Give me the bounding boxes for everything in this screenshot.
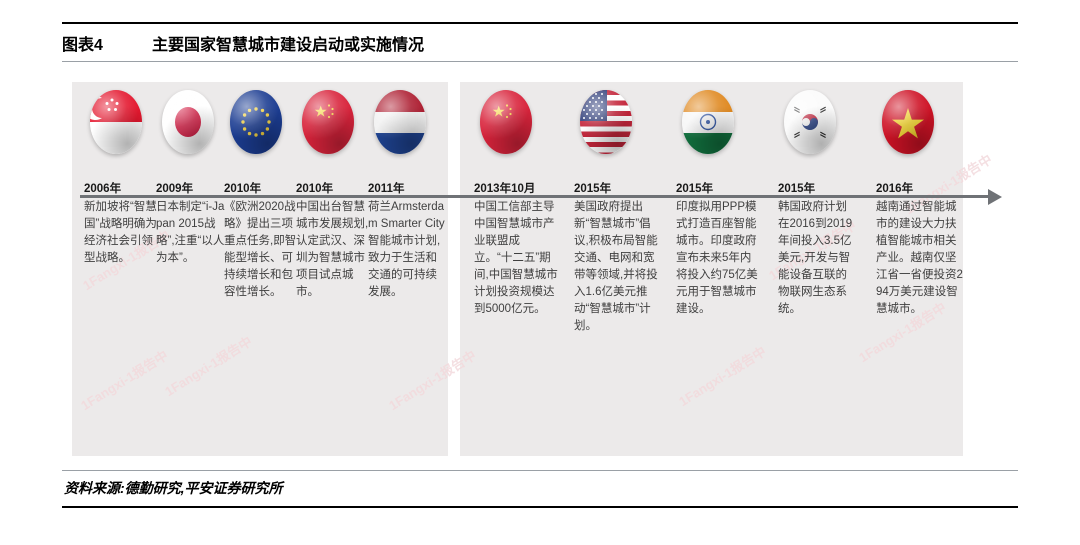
flag-china-icon (302, 90, 354, 154)
figure-header: 图表4 主要国家智慧城市建设启动或实施情况 (62, 26, 1018, 60)
timeline-item-body: 2016年 越南通过智能城市的建设大力扶植智能城市相关产业。越南仅坚江省一省便投… (876, 180, 966, 318)
flag-european-union-icon (230, 90, 282, 154)
timeline-item-year: 2015年 (676, 183, 714, 195)
timeline-item-body: 2013年10月 中国工信部主导中国智慧城市产业联盟成立。“十二五”期间,中国智… (474, 180, 558, 318)
timeline-item-body: 2011年 荷兰Armsterdam Smarter City智能城市计划,致力… (368, 180, 446, 301)
timeline-axis (80, 195, 992, 198)
timeline-item-year: 2013年10月 (474, 183, 536, 195)
timeline-item-body: 2010年 《欧洲2020战略》提出三项重点任务,即智能型增长、可持续增长和包容… (224, 180, 298, 301)
page-title: 主要国家智慧城市建设启动或实施情况 (152, 37, 425, 54)
timeline-item-year: 2015年 (778, 183, 816, 195)
timeline-item-year: 2006年 (84, 183, 122, 195)
timeline-item-year: 2011年 (368, 183, 405, 195)
timeline-item-text: 新加坡将“智慧国”战略明确为经济社会引领型战略。 (84, 201, 157, 265)
flag-netherlands-icon (374, 90, 426, 154)
timeline-item-text: 印度拟用PPP模式打造百座智能城市。印度政府宣布未来5年内将投入约75亿美元用于… (676, 201, 758, 316)
timeline-item-text: 日本制定“i-Japan 2015战略”,注重“以人为本”。 (156, 201, 225, 265)
flag-india-icon (682, 90, 734, 154)
timeline-item-text: 中国工信部主导中国智慧城市产业联盟成立。“十二五”期间,中国智慧城市计划投资规模… (474, 201, 558, 316)
timeline-item-body: 2015年 韩国政府计划在2016到2019年间投入3.5亿美元,开发与智能设备… (778, 180, 858, 318)
timeline-item-body: 2006年 新加坡将“智慧国”战略明确为经济社会引领型战略。 (84, 180, 158, 267)
source-top-rule (62, 470, 1018, 471)
timeline-item-text: 美国政府提出新“智慧城市”倡议,积极布局智能交通、电网和宽带等领域,并将投入1.… (574, 201, 658, 333)
flag-united-states-icon (580, 90, 632, 154)
title-bottom-rule (62, 61, 1018, 62)
timeline-item-year: 2010年 (296, 183, 334, 195)
timeline-chart: 1Fangxi-1报告中 1Fangxi-1报告中 1Fangxi-1报告中 1… (62, 70, 1018, 462)
timeline-item-text: 《欧洲2020战略》提出三项重点任务,即智能型增长、可持续增长和包容性增长。 (224, 201, 297, 299)
flag-vietnam-icon (882, 90, 934, 154)
timeline-item-text: 越南通过智能城市的建设大力扶植智能城市相关产业。越南仅坚江省一省便投资294万美… (876, 201, 963, 316)
timeline-item-text: 荷兰Armsterdam Smarter City智能城市计划,致力于生活和交通… (368, 201, 445, 299)
figure-number: 图表4 (62, 37, 103, 54)
timeline-item-body: 2015年 美国政府提出新“智慧城市”倡议,积极布局智能交通、电网和宽带等领域,… (574, 180, 658, 335)
title-top-rule (62, 22, 1018, 24)
timeline-item-text: 韩国政府计划在2016到2019年间投入3.5亿美元,开发与智能设备互联的物联网… (778, 201, 853, 316)
source-note: 资料来源:德勤研究,平安证券研究所 (64, 480, 283, 496)
flag-china-icon (480, 90, 532, 154)
flag-south-korea-icon (784, 90, 836, 154)
timeline-item-body: 2015年 印度拟用PPP模式打造百座智能城市。印度政府宣布未来5年内将投入约7… (676, 180, 762, 318)
timeline-item-year: 2016年 (876, 183, 914, 195)
timeline-item-body: 2009年 日本制定“i-Japan 2015战略”,注重“以人为本”。 (156, 180, 226, 267)
timeline-item-year: 2015年 (574, 183, 612, 195)
timeline-item-body: 2010年 中国出台智慧城市发展规划,认定武汉、深圳为智慧城市项目试点城市。 (296, 180, 370, 301)
timeline-item-text: 中国出台智慧城市发展规划,认定武汉、深圳为智慧城市项目试点城市。 (296, 201, 369, 299)
flag-japan-icon (162, 90, 214, 154)
flag-singapore-icon (90, 90, 142, 154)
source-bottom-rule (62, 506, 1018, 508)
timeline-arrowhead-icon (988, 189, 1002, 205)
timeline-item-year: 2009年 (156, 183, 194, 195)
timeline-item-year: 2010年 (224, 183, 262, 195)
